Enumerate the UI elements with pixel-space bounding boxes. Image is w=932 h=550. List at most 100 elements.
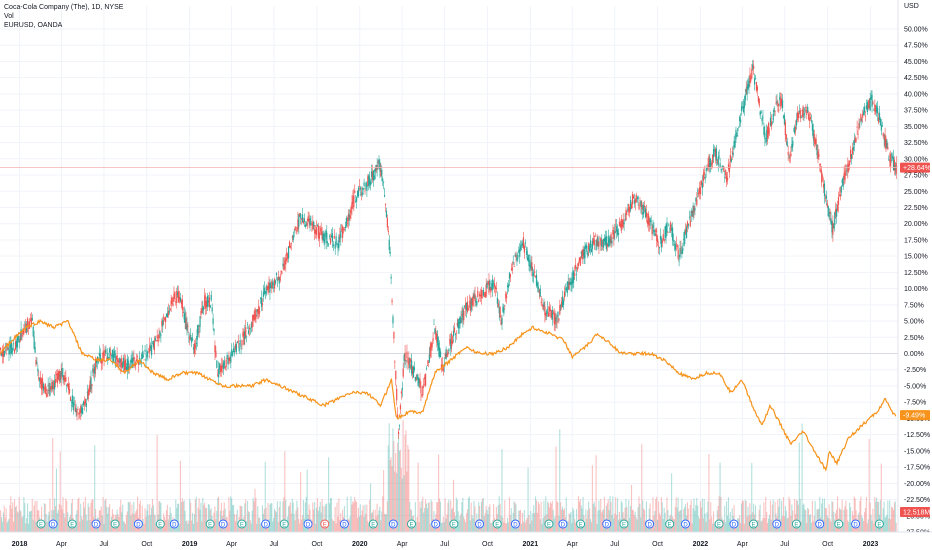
earnings-marker[interactable]: E: [576, 519, 586, 529]
candle: [178, 290, 181, 304]
main-series-legend[interactable]: Coca-Cola Company (The), 1D, NYSE: [4, 4, 124, 11]
volume-bar: [14, 507, 17, 532]
dividend-marker[interactable]: D: [681, 519, 690, 529]
earnings-marker[interactable]: E: [749, 519, 758, 529]
dividend-marker[interactable]: D: [558, 519, 568, 529]
earnings-marker[interactable]: E: [368, 519, 378, 529]
earnings-marker[interactable]: E: [619, 519, 629, 529]
dividend-marker[interactable]: D: [339, 519, 349, 529]
dividend-marker[interactable]: D: [218, 519, 228, 529]
candle: [811, 120, 813, 136]
earnings-marker[interactable]: E: [237, 519, 247, 529]
candle: [663, 238, 665, 244]
price-axis[interactable]: [898, 0, 932, 550]
earnings-marker[interactable]: E: [407, 519, 416, 529]
volume-bar: [697, 505, 699, 532]
candle: [179, 292, 182, 303]
candle: [633, 193, 635, 208]
earnings-marker[interactable]: E: [67, 519, 77, 529]
dividend-marker[interactable]: D: [48, 519, 58, 529]
compare-series-legend[interactable]: EURUSD, OANDA: [4, 22, 63, 29]
candle: [15, 338, 18, 354]
volume-bar: [61, 509, 63, 532]
dividend-marker[interactable]: D: [388, 519, 398, 529]
candle: [614, 223, 616, 241]
candle: [291, 235, 293, 242]
volume-bar: [686, 502, 688, 532]
candle: [306, 218, 308, 230]
earnings-marker[interactable]: E: [36, 519, 46, 529]
volume-bar: [764, 517, 766, 532]
candle: [464, 305, 466, 309]
earnings-marker[interactable]: E: [449, 519, 459, 529]
candle: [44, 383, 46, 395]
earnings-marker[interactable]: E: [544, 519, 554, 529]
candle: [160, 333, 162, 343]
volume-bar: [168, 514, 170, 532]
candle: [500, 315, 502, 326]
dividend-marker[interactable]: D: [645, 519, 655, 529]
volume-bar: [745, 501, 747, 532]
dividend-marker[interactable]: D: [431, 519, 441, 529]
volume-bar: [248, 512, 250, 532]
earnings-marker[interactable]: E: [791, 519, 801, 529]
candle: [444, 352, 446, 359]
earnings-marker[interactable]: E: [834, 519, 844, 529]
volume-bar: [740, 523, 742, 532]
earnings-marker[interactable]: E: [110, 519, 120, 529]
candle: [671, 222, 674, 246]
candle: [573, 269, 575, 288]
volume-bar: [376, 503, 378, 532]
volume-bar: [492, 520, 494, 532]
volume-bar: [102, 497, 104, 532]
earnings-marker[interactable]: E: [714, 519, 724, 529]
candle: [165, 313, 168, 318]
dividend-marker[interactable]: D: [303, 519, 313, 529]
volume-bar: [785, 510, 787, 532]
candle: [482, 287, 484, 298]
dividend-marker[interactable]: D: [729, 519, 739, 529]
candle: [155, 339, 157, 342]
dividend-marker[interactable]: D: [91, 519, 101, 529]
candle: [425, 365, 428, 371]
dividend-marker[interactable]: D: [815, 519, 825, 529]
volume-bar: [220, 502, 222, 532]
earnings-marker[interactable]: E: [279, 519, 289, 529]
earnings-marker[interactable]: E: [874, 519, 884, 529]
dividend-marker[interactable]: D: [851, 519, 861, 529]
earnings-marker[interactable]: E: [492, 519, 502, 529]
volume-legend[interactable]: Vol: [4, 13, 14, 20]
candle: [133, 350, 135, 362]
candle: [200, 307, 202, 319]
volume-bar: [354, 496, 356, 532]
dividend-marker[interactable]: D: [510, 519, 520, 529]
candle: [340, 224, 342, 246]
time-axis[interactable]: [0, 532, 932, 550]
candle: [58, 369, 60, 385]
candle: [163, 313, 165, 325]
candle: [769, 111, 772, 127]
candle: [827, 205, 829, 217]
earnings-marker[interactable]: E: [320, 519, 330, 529]
earnings-marker[interactable]: E: [205, 519, 215, 529]
volume-bar: [246, 521, 248, 532]
currency-label[interactable]: USD: [904, 3, 919, 10]
earnings-marker[interactable]: E: [665, 519, 675, 529]
volume-bar: [153, 514, 155, 532]
dividend-marker[interactable]: D: [475, 519, 484, 529]
dividend-marker[interactable]: D: [602, 519, 612, 529]
volume-bar: [29, 511, 31, 532]
dividend-marker[interactable]: D: [261, 519, 271, 529]
candle: [366, 181, 368, 198]
dividend-marker[interactable]: D: [133, 519, 143, 529]
candle: [846, 164, 848, 176]
svg-text:E: E: [452, 523, 456, 529]
volume-bar: [861, 515, 863, 532]
earnings-marker[interactable]: E: [155, 519, 165, 529]
dividend-marker[interactable]: D: [169, 519, 179, 529]
volume-bar: [59, 451, 61, 532]
dividend-marker[interactable]: D: [772, 519, 782, 529]
candle: [250, 321, 252, 333]
volume-bar: [815, 521, 817, 532]
